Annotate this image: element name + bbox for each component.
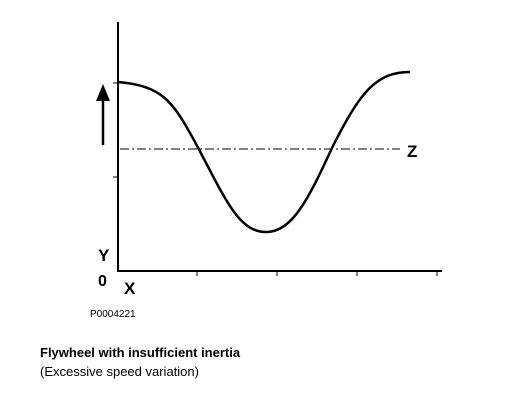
y-axis-label: Y bbox=[98, 246, 110, 265]
x-axis-label: X bbox=[124, 279, 136, 298]
origin-label: 0 bbox=[98, 273, 107, 290]
reference-line-label: Z bbox=[407, 142, 417, 161]
figure-id: P0004221 bbox=[90, 309, 136, 320]
arrow-up-head-icon bbox=[96, 84, 110, 101]
caption-title: Flywheel with insufficient inertia bbox=[40, 345, 241, 360]
speed-curve bbox=[117, 70, 411, 234]
caption-subtitle: (Excessive speed variation) bbox=[40, 364, 199, 379]
